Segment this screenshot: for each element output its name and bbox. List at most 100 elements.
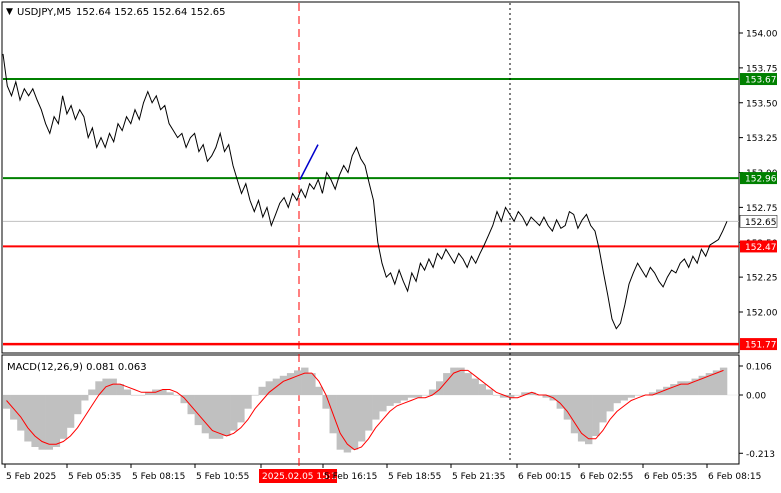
macd-bar xyxy=(180,395,188,404)
macd-bar xyxy=(130,395,139,396)
macd-bar xyxy=(464,373,472,395)
macd-bar xyxy=(336,395,344,450)
macd-bar xyxy=(457,367,465,395)
macd-bar xyxy=(194,395,202,426)
macd-bar xyxy=(556,395,564,409)
level-badge-label: 152.96 xyxy=(745,175,777,185)
macd-bar xyxy=(137,395,146,396)
macd-bar xyxy=(251,395,259,396)
macd-bar xyxy=(223,395,231,436)
macd-bar xyxy=(215,395,224,439)
macd-bar xyxy=(677,381,685,395)
macd-bar xyxy=(145,392,153,395)
macd-bar xyxy=(109,378,117,395)
macd-tick-label: -0.213 xyxy=(746,450,775,460)
level-badge-label: 151.77 xyxy=(745,341,777,351)
time-tick-label: 6 Feb 00:15 xyxy=(518,472,571,482)
macd-bar xyxy=(343,395,352,453)
macd-bar xyxy=(450,367,458,395)
price-tick-label: 152.75 xyxy=(746,204,778,214)
macd-bar xyxy=(542,395,550,398)
macd-signal-line xyxy=(6,369,724,451)
macd-bar xyxy=(663,386,671,395)
macd-bar xyxy=(315,386,323,395)
macd-bar xyxy=(613,395,621,404)
time-tick-label: 5 Feb 08:15 xyxy=(132,472,185,482)
macd-bar xyxy=(350,395,359,450)
macd-bar xyxy=(187,395,195,415)
time-tick-label: 5 Feb 18:55 xyxy=(388,472,441,482)
macd-bar xyxy=(208,395,217,439)
macd-bar xyxy=(648,392,657,395)
macd-bar xyxy=(123,389,132,395)
macd-bar xyxy=(528,392,536,395)
macd-bar xyxy=(95,381,103,395)
macd-bar xyxy=(308,373,316,395)
macd-bar xyxy=(294,370,302,395)
current-price-badge xyxy=(739,215,778,228)
macd-bar xyxy=(499,395,508,398)
macd-bar xyxy=(201,395,210,434)
macd-bar xyxy=(386,395,394,406)
macd-bar xyxy=(81,395,89,401)
macd-bar xyxy=(577,395,586,442)
macd-panel-frame xyxy=(1,354,740,465)
price-tick-label: 152.00 xyxy=(746,309,778,319)
macd-bar xyxy=(684,381,692,395)
price-tick-label: 153.50 xyxy=(746,99,778,109)
macd-bar xyxy=(372,395,380,420)
price-tick-label: 152.25 xyxy=(746,274,778,284)
macd-bar xyxy=(514,395,522,396)
highlighted-time-label: 2025.02.05 15:15 xyxy=(262,472,342,482)
macd-bar xyxy=(52,395,61,447)
macd-bar xyxy=(620,395,628,401)
macd-bar xyxy=(116,384,124,395)
macd-bar xyxy=(570,395,579,434)
macd-bar xyxy=(719,367,728,395)
macd-bar xyxy=(38,395,46,450)
time-tick-label: 5 Feb 10:55 xyxy=(196,472,249,482)
macd-bar xyxy=(436,381,444,395)
macd-bar xyxy=(478,384,486,395)
macd-bar xyxy=(521,392,529,395)
macd-bar xyxy=(606,395,614,412)
level-badge-153.67 xyxy=(740,73,777,86)
macd-bar xyxy=(66,395,75,428)
macd-bar xyxy=(485,389,494,395)
macd-bar xyxy=(166,392,174,395)
macd-bar xyxy=(592,395,600,436)
macd-bar xyxy=(10,395,18,420)
macd-bar xyxy=(421,395,430,396)
dropdown-arrow-icon[interactable]: ▼ xyxy=(6,7,13,17)
symbol-label: USDJPY,M5 xyxy=(17,7,71,18)
price-tick-label: 153.25 xyxy=(746,134,778,144)
macd-bar xyxy=(59,395,68,439)
time-tick-label: 6 Feb 08:15 xyxy=(708,472,761,482)
macd-bar xyxy=(670,384,678,395)
trend-line[interactable] xyxy=(299,144,319,180)
macd-bar xyxy=(471,378,479,395)
price-tick-label: 153.75 xyxy=(746,64,778,74)
macd-bar xyxy=(237,395,245,423)
time-tick-label: 5 Feb 2025 xyxy=(6,472,56,482)
time-tick-label: 5 Feb 16:15 xyxy=(324,472,377,482)
price-tick-label: 154.00 xyxy=(746,30,778,40)
level-badge-151.77 xyxy=(740,338,777,351)
level-badge-label: 153.67 xyxy=(745,76,777,86)
macd-bar xyxy=(634,395,643,396)
macd-bar xyxy=(17,395,25,431)
macd-bar xyxy=(698,375,706,395)
macd-bar xyxy=(563,395,572,420)
macd-bar xyxy=(159,389,167,395)
macd-bar xyxy=(585,395,593,445)
macd-bar xyxy=(443,373,451,395)
macd-bar xyxy=(24,395,32,442)
macd-bar xyxy=(258,386,266,395)
macd-bar xyxy=(3,395,11,409)
time-tick-label: 6 Feb 05:35 xyxy=(644,472,697,482)
time-tick-label: 5 Feb 21:35 xyxy=(452,472,505,482)
macd-bar xyxy=(357,395,366,442)
macd-tick-label: 0.00 xyxy=(746,392,766,402)
